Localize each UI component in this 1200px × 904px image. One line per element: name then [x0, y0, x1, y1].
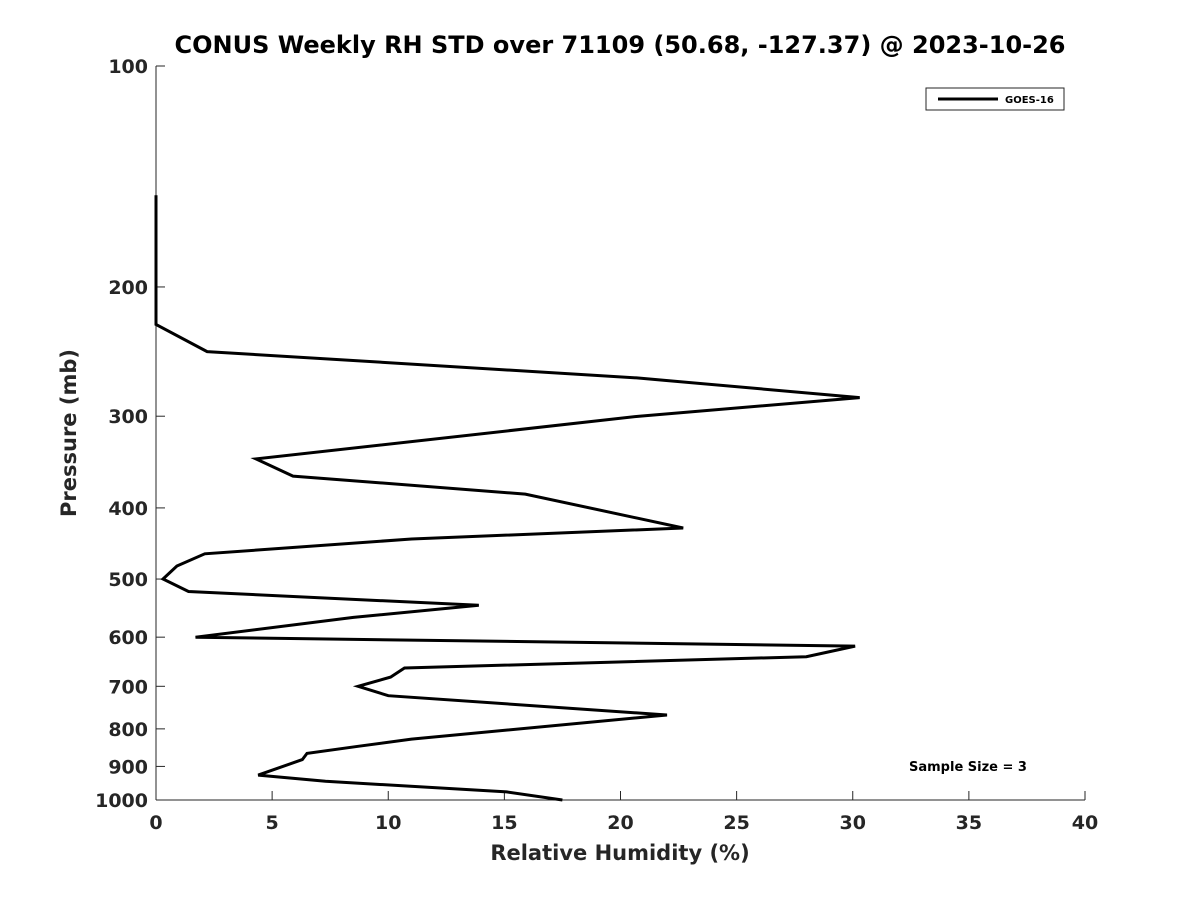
y-tick-label: 200 — [108, 277, 148, 299]
y-tick-label: 100 — [108, 56, 148, 78]
y-tick-label: 300 — [108, 406, 148, 428]
y-tick-label: 700 — [108, 676, 148, 698]
legend-label-goes-16: GOES-16 — [1005, 95, 1054, 106]
x-tick-label: 10 — [375, 812, 401, 834]
x-axis-label: Relative Humidity (%) — [490, 841, 749, 865]
x-tick-label: 5 — [266, 812, 279, 834]
series-line-goes-16 — [154, 195, 860, 802]
y-tick-label: 900 — [108, 756, 148, 778]
x-tick-label: 25 — [723, 812, 749, 834]
x-tick-label: 15 — [491, 812, 517, 834]
y-tick-label: 500 — [108, 569, 148, 591]
y-tick-label: 600 — [108, 627, 148, 649]
y-tick-label: 800 — [108, 719, 148, 741]
y-axis-label: Pressure (mb) — [57, 349, 81, 517]
axes — [155, 66, 1085, 801]
series-group — [154, 195, 860, 802]
y-tick-label: 400 — [108, 498, 148, 520]
y-axis-ticks: 100 200 300 400 500 600 700 800 900 1000 — [95, 56, 165, 812]
x-tick-label: 20 — [607, 812, 633, 834]
x-tick-label: 30 — [840, 812, 866, 834]
x-tick-label: 40 — [1072, 812, 1098, 834]
y-tick-label: 1000 — [95, 790, 148, 812]
sample-size-annotation: Sample Size = 3 — [909, 760, 1027, 775]
chart-title: CONUS Weekly RH STD over 71109 (50.68, -… — [174, 31, 1065, 59]
x-tick-label: 0 — [149, 812, 162, 834]
x-axis-ticks: 0 5 10 15 20 25 30 35 40 — [149, 791, 1098, 834]
legend: GOES-16 — [925, 87, 1065, 111]
x-tick-label: 35 — [956, 812, 982, 834]
